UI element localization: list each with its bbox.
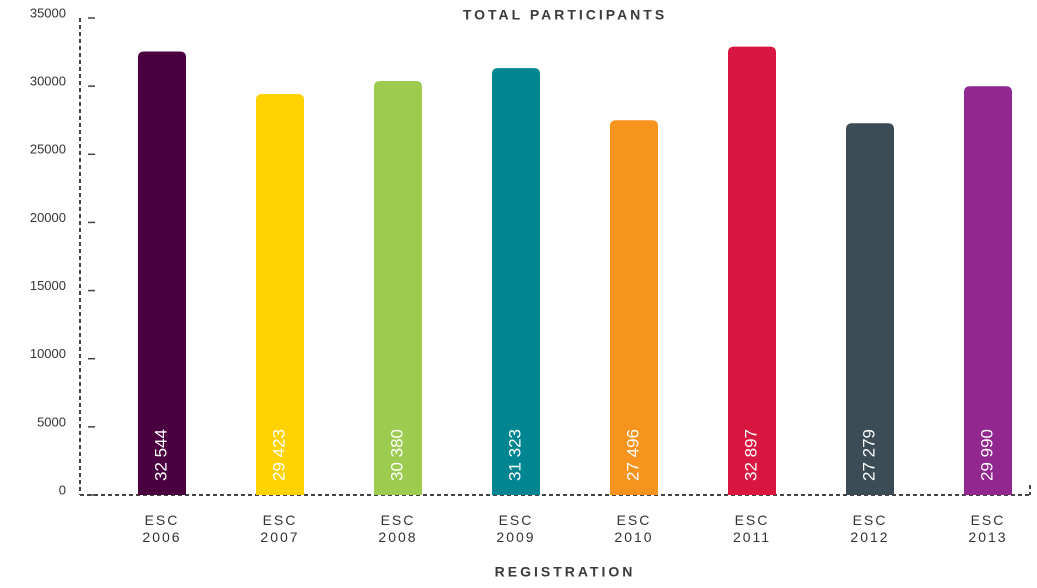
bar [138, 51, 186, 495]
y-tick-label: 15000 [30, 278, 66, 293]
x-tick-label: ESC 2010 [614, 512, 654, 545]
value-label: 29 423 [269, 429, 288, 481]
bar [728, 46, 776, 495]
value-label: 27 279 [859, 429, 878, 481]
y-tick-label: 5000 [37, 414, 66, 429]
value-label: 32 544 [151, 429, 170, 481]
y-tick-label: 10000 [30, 346, 66, 361]
value-label: 32 897 [741, 429, 760, 481]
y-tick-label: 20000 [30, 210, 66, 225]
x-tick-label: ESC 2008 [378, 512, 418, 545]
value-label: 27 496 [623, 429, 642, 481]
x-tick-label: ESC 2012 [850, 512, 890, 545]
y-tick-label: 0 [59, 482, 66, 497]
x-tick-label: ESC 2007 [260, 512, 300, 545]
value-label: 31 323 [505, 429, 524, 481]
value-label: 29 990 [977, 429, 996, 481]
bar [256, 94, 304, 496]
x-tick-label: ESC 2006 [142, 512, 182, 545]
bar [964, 86, 1012, 495]
x-tick-label: ESC 2013 [968, 512, 1008, 545]
y-tick-label: 30000 [30, 74, 66, 89]
chart-title: TOTAL PARTICIPANTS [463, 7, 667, 23]
x-axis-label: REGISTRATION [495, 564, 636, 580]
y-tick-label: 25000 [30, 142, 66, 157]
y-tick-label: 35000 [30, 5, 66, 20]
bar [374, 80, 422, 496]
x-tick-label: ESC 2011 [732, 512, 772, 545]
bar [492, 68, 540, 496]
bar [846, 123, 894, 495]
x-tick-label: ESC 2009 [496, 512, 536, 545]
value-label: 30 380 [387, 429, 406, 481]
bar [610, 120, 658, 495]
